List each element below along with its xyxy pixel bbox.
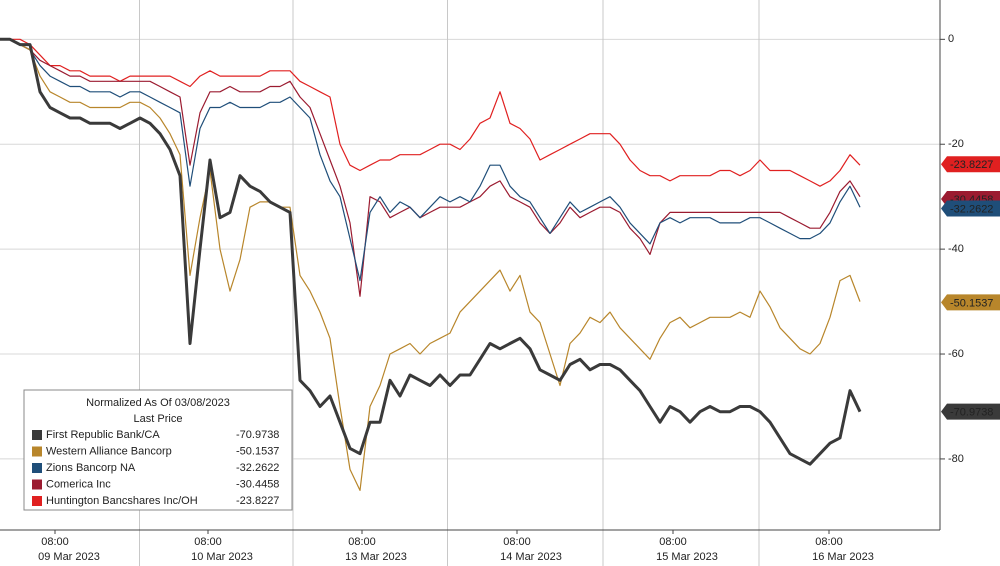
last-price-tag [941,294,1000,311]
legend-value: -30.4458 [236,478,279,490]
y-tick-label: 0 [948,33,954,45]
legend-value: -32.2622 [236,462,279,474]
last-price-label: -70.9738 [950,406,993,418]
y-tick-label: -40 [948,243,964,255]
legend-label: Zions Bancorp NA [46,462,136,474]
legend-label: Comerica Inc [46,478,111,490]
legend-swatch [32,463,42,473]
series-line [0,38,861,491]
series-line [0,37,862,466]
series-line [0,38,861,297]
legend-value: -70.9738 [236,429,279,441]
x-tick-label: 08:00 [194,536,222,548]
last-price-tag [941,403,1000,420]
legend-value: -50.1537 [236,445,279,457]
last-price-tag [941,156,1000,173]
legend-value: -23.8227 [236,495,279,507]
date-label: 15 Mar 2023 [656,551,718,563]
legend-swatch [32,496,42,506]
legend: Normalized As Of 03/08/2023 Last Price F… [23,389,293,511]
legend-swatch [32,479,42,490]
last-price-label: -50.1537 [950,297,993,309]
legend-subtitle: Last Price [134,413,183,425]
y-tick-label: -60 [948,348,964,360]
date-label: 14 Mar 2023 [500,551,562,563]
y-tick-label: -80 [948,453,964,465]
y-tick-label: -20 [948,138,964,150]
last-price-label: -32.2622 [950,203,993,215]
x-tick-label: 08:00 [348,536,376,548]
legend-label: Western Alliance Bancorp [46,445,172,457]
legend-label: Huntington Bancshares Inc/OH [46,495,198,507]
x-tick-label: 08:00 [659,536,687,548]
date-label: 13 Mar 2023 [345,551,407,563]
last-price-label: -23.8227 [950,159,993,171]
legend-swatch [32,446,42,457]
series-line [0,38,861,187]
last-price-tag [941,200,1000,217]
legend-swatch [32,430,42,440]
legend-title: Normalized As Of 03/08/2023 [86,397,230,409]
date-label: 09 Mar 2023 [38,551,100,563]
x-tick-label: 08:00 [815,536,843,548]
x-tick-label: 08:00 [41,536,69,548]
date-label: 16 Mar 2023 [812,551,874,563]
legend-label: First Republic Bank/CA [46,429,160,441]
lines [0,37,862,491]
legend-box [23,389,293,511]
x-tick-label: 08:00 [503,536,531,548]
series-line [0,38,861,282]
date-label: 10 Mar 2023 [191,551,253,563]
